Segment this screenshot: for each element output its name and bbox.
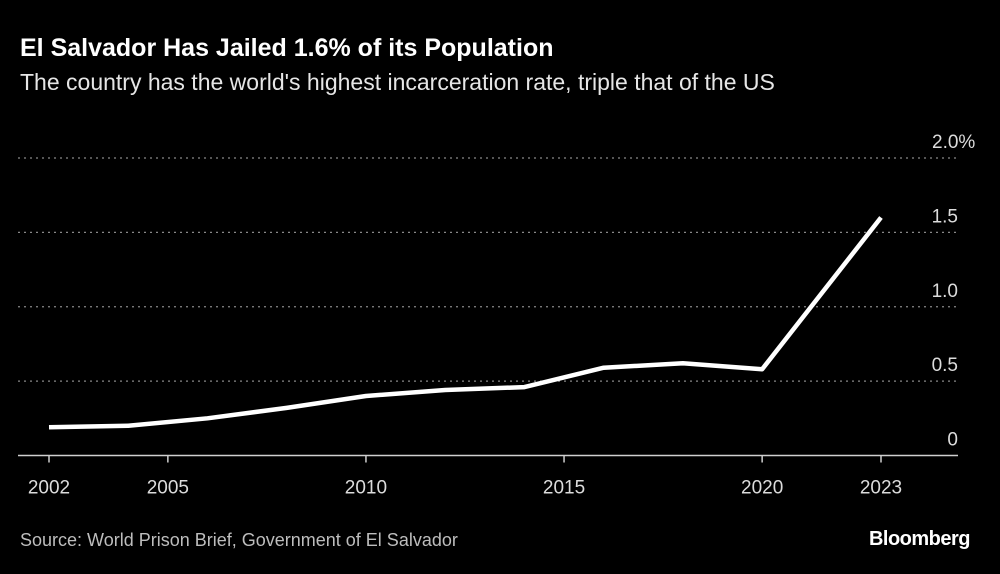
x-tick-label: 2005 — [147, 478, 189, 499]
chart-subtitle: The country has the world's highest inca… — [20, 69, 775, 95]
chart-title: El Salvador Has Jailed 1.6% of its Popul… — [20, 34, 554, 62]
y-tick-label: 1.5 — [932, 206, 958, 227]
data-line — [48, 216, 883, 430]
y-tick-label: 1.0 — [932, 281, 958, 302]
x-tick-label: 2023 — [860, 478, 902, 499]
x-tick-label: 2010 — [345, 478, 387, 499]
x-tick-label: 2020 — [741, 478, 783, 499]
y-tick-label: 0.5 — [932, 355, 958, 376]
x-tick-label: 2002 — [28, 478, 70, 499]
y-tick-label: 0 — [947, 430, 958, 451]
x-tick-label: 2015 — [543, 478, 585, 499]
y-tick-label: 2.0% — [932, 132, 975, 153]
source-note: Source: World Prison Brief, Government o… — [20, 530, 458, 550]
bloomberg-logo: Bloomberg — [868, 528, 971, 550]
